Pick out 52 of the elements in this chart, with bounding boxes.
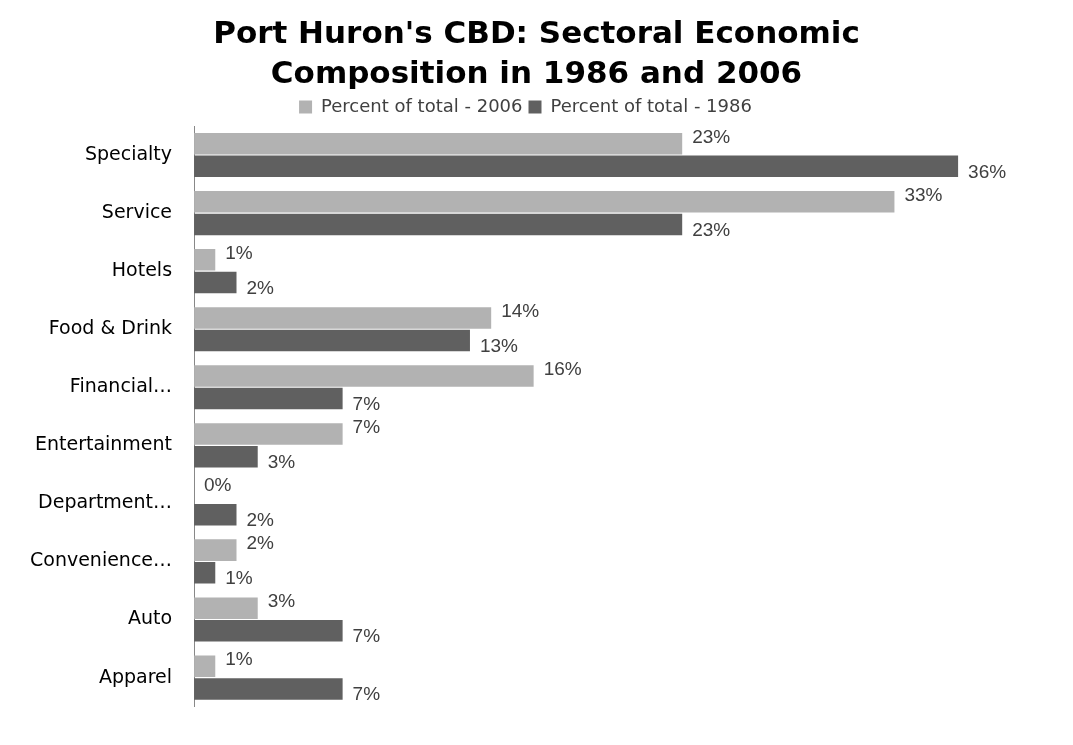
bar [194,387,343,410]
data-label: 13% [479,334,519,356]
bar [194,249,216,271]
y-tick-label: Convenience… [29,548,173,571]
y-tick-label: Financial… [69,374,173,397]
y-tick-label: Entertainment [34,432,173,455]
bar [194,503,237,526]
bar [194,191,895,213]
data-label: 3% [267,590,296,612]
legend-label: Percent of total - 1986 [550,94,752,116]
y-tick-label: Hotels [111,258,173,281]
data-label: 7% [352,683,381,705]
data-label: 2% [246,276,275,298]
y-tick-label: Auto [127,606,173,629]
bar [194,329,470,352]
data-label: 1% [225,648,253,670]
data-label: 16% [543,358,582,380]
data-label: 3% [267,450,296,472]
bar [194,132,683,155]
bar [194,562,216,584]
data-label: 7% [352,392,381,414]
y-tick-label: Apparel [98,664,173,687]
data-label: 2% [246,508,275,530]
y-tick-label: Service [101,200,173,223]
bar [194,365,534,387]
bar [194,271,237,294]
bar [194,620,343,642]
data-label: 7% [352,625,381,647]
bar [194,155,959,178]
data-label: 1% [225,567,253,589]
bar [194,678,343,700]
bar [194,213,683,236]
data-label: 33% [904,184,943,205]
legend-label: Percent of total - 2006 [321,94,523,116]
data-label: 7% [352,416,381,438]
bar [194,423,343,445]
bar [194,307,492,329]
bar [194,539,237,561]
bar [194,445,258,468]
chart-title: Port Huron's CBD: Sectoral Economic Composition in 1986 and 2006 [212,13,861,92]
data-label: 23% [692,218,731,240]
data-label: 23% [692,125,731,147]
data-label: 2% [246,532,275,554]
bar [194,597,258,619]
data-label: 14% [501,300,540,322]
y-tick-label: Department… [38,490,173,513]
data-label: 1% [225,242,253,264]
bar [194,655,216,677]
y-tick-label: Food & Drink [48,316,173,339]
y-tick-label: Specialty [84,141,173,164]
data-label: 0% [204,474,232,496]
data-label: 36% [968,160,1007,182]
